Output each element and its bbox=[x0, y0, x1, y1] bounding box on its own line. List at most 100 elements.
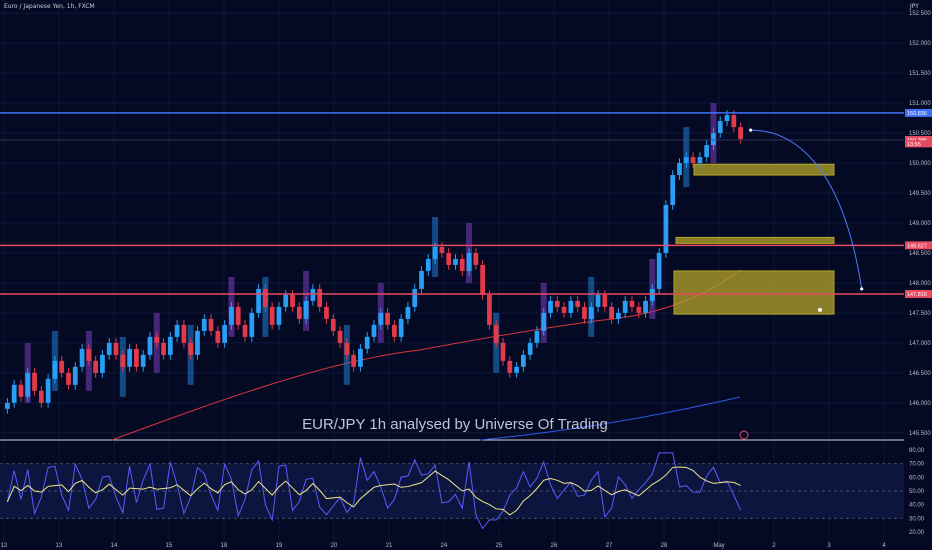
moving-averages bbox=[111, 269, 741, 441]
horizontal-lines bbox=[0, 112, 904, 295]
candle-body bbox=[385, 312, 390, 325]
candle-body bbox=[11, 384, 17, 403]
candle-body bbox=[697, 157, 703, 164]
candle-body bbox=[554, 300, 560, 307]
price-label-bg bbox=[905, 241, 932, 250]
candle-body bbox=[66, 372, 71, 385]
candle-body bbox=[432, 246, 438, 259]
candle-body bbox=[32, 372, 37, 391]
time-tick-label: 20 bbox=[331, 543, 338, 549]
price-label-text: 150.836 bbox=[907, 111, 927, 117]
candle-body bbox=[602, 294, 608, 307]
price-tick-label: 148.000 bbox=[909, 281, 931, 287]
candle-body bbox=[656, 252, 662, 289]
rsi-tick-label: 70.00 bbox=[909, 462, 925, 468]
candle-body bbox=[514, 366, 519, 373]
price-label-text: 13:55 bbox=[907, 142, 921, 148]
candle-body bbox=[161, 342, 166, 355]
candle-body bbox=[303, 300, 309, 319]
time-tick-label: May bbox=[713, 543, 724, 549]
projection-path bbox=[749, 128, 864, 312]
candle-body bbox=[717, 121, 723, 134]
zone-box bbox=[675, 236, 835, 244]
candle-body bbox=[351, 354, 357, 367]
candle-body bbox=[500, 342, 506, 361]
rsi-tick-label: 30.00 bbox=[909, 516, 925, 522]
candle-body bbox=[113, 342, 119, 355]
candle-body bbox=[683, 157, 689, 164]
candle-body bbox=[711, 133, 716, 146]
time-tick-label: 19 bbox=[276, 543, 283, 549]
candle-body bbox=[487, 294, 492, 325]
candle-body bbox=[174, 324, 180, 337]
candle-body bbox=[337, 330, 343, 343]
candle-body bbox=[93, 360, 99, 373]
candle-body bbox=[466, 252, 472, 271]
candle-body bbox=[459, 258, 465, 271]
candle-body bbox=[738, 127, 743, 140]
candle-body bbox=[439, 246, 445, 253]
symbol-title: Euro / Japanese Yen, 1h, FXCM bbox=[4, 3, 95, 10]
candle-body bbox=[419, 270, 424, 289]
price-label-bg bbox=[905, 289, 932, 298]
candle-body bbox=[629, 300, 635, 307]
candle-body bbox=[649, 288, 655, 301]
time-tick-label: 27 bbox=[606, 543, 613, 549]
candle-body bbox=[59, 360, 65, 373]
candle-body bbox=[371, 324, 377, 337]
candle-body bbox=[378, 312, 384, 325]
candle-body bbox=[86, 348, 92, 361]
candle-body bbox=[731, 115, 737, 128]
candle-body bbox=[18, 384, 24, 397]
candle-body bbox=[595, 294, 601, 307]
candle-body bbox=[25, 372, 31, 397]
rsi-panel bbox=[0, 463, 904, 519]
candle-body bbox=[473, 252, 479, 265]
candle-body bbox=[283, 294, 289, 307]
rsi-tick-label: 20.00 bbox=[909, 530, 925, 536]
candle-body bbox=[296, 306, 302, 319]
candle-body bbox=[663, 205, 669, 253]
candle-body bbox=[344, 342, 350, 355]
candle-body bbox=[507, 360, 513, 373]
candle-body bbox=[154, 336, 160, 343]
candle-body bbox=[72, 366, 78, 385]
price-tick-label: 152.000 bbox=[909, 41, 931, 47]
price-label-text: 147.816 bbox=[907, 292, 927, 298]
zones bbox=[673, 163, 835, 315]
candle-body bbox=[480, 264, 485, 295]
candle-body bbox=[317, 288, 323, 307]
candle-body bbox=[425, 258, 431, 271]
price-tick-label: 150.500 bbox=[909, 131, 931, 137]
price-label-bg bbox=[905, 135, 932, 144]
time-tick-label: 13 bbox=[56, 543, 63, 549]
candle-body bbox=[120, 354, 126, 367]
candle-body bbox=[364, 336, 370, 349]
candle-body bbox=[616, 312, 621, 319]
candle-body bbox=[167, 336, 173, 355]
candle-body bbox=[256, 288, 261, 313]
event-icon[interactable] bbox=[739, 430, 749, 440]
time-tick-label: 14 bbox=[111, 543, 118, 549]
projection-end-dot bbox=[860, 287, 864, 291]
candles bbox=[5, 110, 743, 414]
time-tick-label: 18 bbox=[221, 543, 228, 549]
projection-start-dot bbox=[749, 128, 753, 132]
candle-body bbox=[446, 252, 452, 265]
price-tick-label: 151.000 bbox=[909, 101, 931, 107]
price-tick-label: 152.500 bbox=[909, 11, 931, 17]
time-tick-label: 15 bbox=[166, 543, 173, 549]
candle-body bbox=[690, 157, 696, 164]
candle-body bbox=[201, 318, 207, 331]
candle-body bbox=[263, 288, 268, 307]
rsi-lines bbox=[6, 452, 742, 530]
time-tick-label: 25 bbox=[496, 543, 503, 549]
time-tick-label: 24 bbox=[441, 543, 448, 549]
candle-body bbox=[100, 354, 105, 373]
candle-body bbox=[534, 330, 540, 343]
candle-body bbox=[677, 163, 682, 176]
candle-body bbox=[235, 306, 241, 325]
candle-body bbox=[636, 306, 642, 313]
